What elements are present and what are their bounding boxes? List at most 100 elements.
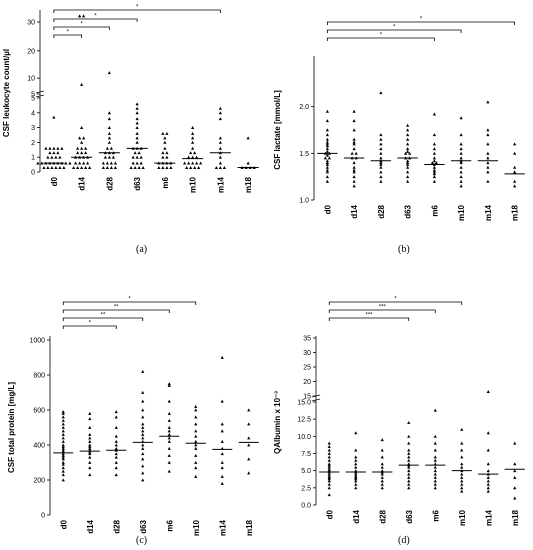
data-point [50, 155, 54, 159]
data-point [432, 147, 436, 151]
data-point [460, 475, 464, 479]
data-point [167, 429, 171, 433]
data-point [61, 439, 65, 443]
data-point [379, 147, 383, 151]
significance-mark: * [420, 17, 423, 23]
chart-d: 0.0 2.5 5.0 7.5 10.0 12.5 15.015 20 25 30 35 QAlbum… [273, 297, 525, 526]
data-point [141, 464, 145, 468]
data-point [114, 460, 118, 464]
data-point [434, 161, 438, 165]
data-point [459, 175, 463, 179]
data-point [88, 445, 92, 449]
data-point [54, 155, 58, 159]
data-point [325, 137, 329, 141]
data-point [214, 165, 218, 169]
data-point [135, 155, 139, 159]
data-point [88, 460, 92, 464]
data-point [354, 465, 358, 469]
data-point [105, 161, 109, 165]
data-point [433, 479, 437, 483]
significance-mark: * [67, 30, 70, 36]
data-point [433, 472, 437, 476]
data-point [84, 146, 88, 150]
data-point [80, 146, 84, 150]
significance-mark: * [89, 321, 92, 327]
data-point [141, 425, 145, 429]
data-point [141, 165, 145, 169]
data-point [167, 460, 171, 464]
data-point [194, 415, 198, 419]
data-point [433, 486, 437, 490]
data-point [137, 151, 141, 155]
data-point [327, 451, 331, 455]
data-point [354, 458, 358, 462]
data-point [61, 460, 65, 464]
y-tick-label: 15.0 [297, 400, 311, 407]
data-point [354, 462, 358, 466]
data-point [218, 136, 222, 140]
data-point [407, 475, 411, 479]
x-tick-label: d14 [352, 509, 361, 523]
data-point [107, 111, 111, 115]
data-point [352, 165, 356, 169]
data-point [486, 482, 490, 486]
data-point [218, 117, 222, 121]
significance-bracket [326, 37, 435, 41]
data-point [135, 140, 139, 144]
data-point [141, 432, 145, 436]
data-point [114, 446, 118, 450]
data-point [432, 170, 436, 174]
x-tick-label: d0 [323, 204, 332, 214]
data-point [246, 161, 250, 165]
x-tick-label: m14 [484, 509, 493, 526]
data-point [354, 486, 358, 490]
data-point [352, 147, 356, 151]
data-point [61, 410, 65, 414]
data-point [167, 446, 171, 450]
y-tick-label: 30 [303, 350, 311, 357]
data-point [61, 455, 65, 459]
data-point [327, 445, 331, 449]
data-point [354, 469, 358, 473]
data-point [88, 439, 92, 443]
data-point [88, 411, 92, 415]
data-point [406, 179, 410, 183]
data-point [199, 161, 203, 165]
data-point [407, 451, 411, 455]
significance-mark: ** [101, 313, 106, 319]
data-point [352, 170, 356, 174]
y-tick-label: 2 [31, 140, 35, 147]
x-tick-label: m18 [244, 176, 253, 193]
data-point [513, 165, 517, 169]
x-tick-label: m10 [458, 509, 467, 526]
data-point [220, 466, 224, 470]
data-point [352, 128, 356, 132]
data-point [218, 155, 222, 159]
x-tick-label: d0 [50, 176, 59, 186]
data-point [113, 165, 117, 169]
data-point [460, 448, 464, 452]
data-point [327, 486, 331, 490]
data-point [61, 443, 65, 447]
data-point [220, 355, 224, 359]
data-point [52, 151, 56, 155]
data-point [163, 136, 167, 140]
data-point [61, 429, 65, 433]
data-point [46, 165, 50, 169]
chart-c: 0 200 400 600 800 1000 CSF total protein [mg/L… [7, 297, 259, 536]
data-point [82, 14, 86, 18]
data-point [141, 457, 145, 461]
data-point [406, 159, 410, 163]
y-tick-label: 2.0 [299, 104, 309, 111]
data-point [327, 474, 331, 478]
data-point [114, 425, 118, 429]
data-point [141, 408, 145, 412]
data-point [61, 415, 65, 419]
x-tick-label: m10 [457, 204, 466, 221]
data-point [459, 133, 463, 137]
data-point [380, 475, 384, 479]
data-point [325, 149, 329, 153]
data-point [380, 482, 384, 486]
data-point [101, 161, 105, 165]
data-point [220, 399, 224, 403]
